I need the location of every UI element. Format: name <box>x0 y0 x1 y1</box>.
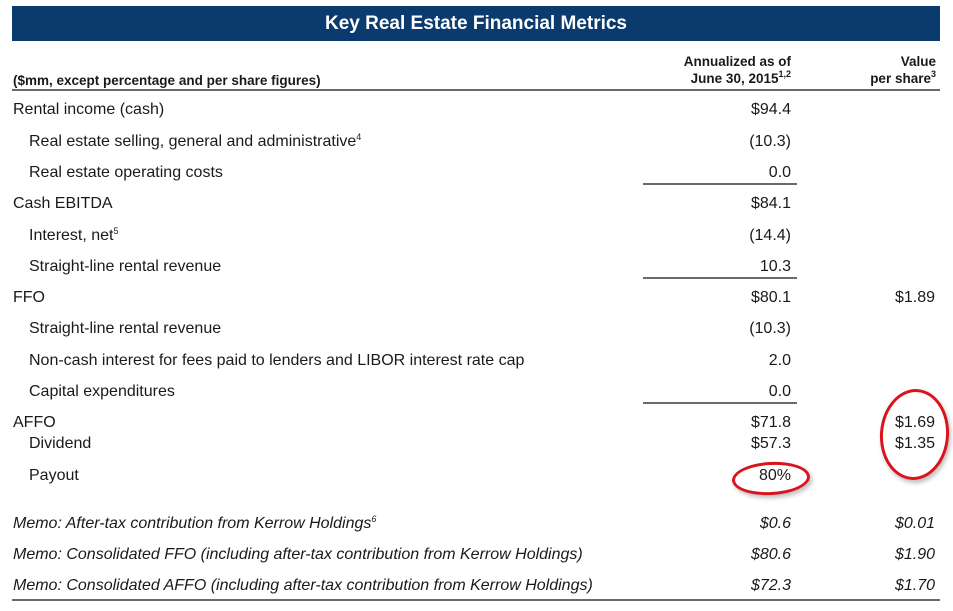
table-row-affo: AFFO $71.8 $1.69 <box>0 412 953 434</box>
row-label: AFFO <box>13 414 56 431</box>
row-value: (14.4) <box>749 227 791 244</box>
subtotal-rule <box>643 277 797 279</box>
table-row-dividend: Dividend $57.3 $1.35 <box>0 433 953 455</box>
row-value: $71.8 <box>750 414 791 431</box>
row-value: $80.6 <box>750 546 791 563</box>
table-title: Key Real Estate Financial Metrics <box>12 6 940 41</box>
subtotal-rule <box>643 183 797 185</box>
table-row-operating-costs: Real estate operating costs 0.0 <box>0 162 953 184</box>
row-label: Memo: Consolidated FFO (including after-… <box>13 546 583 563</box>
table-row-sga: Real estate selling, general and adminis… <box>0 131 953 153</box>
per-share-header-line1: Value <box>900 54 936 69</box>
row-value: 0.0 <box>768 383 791 400</box>
row-value: $80.1 <box>750 289 791 306</box>
row-label: Payout <box>29 467 79 484</box>
table-row-payout: Payout 80% <box>0 465 953 487</box>
row-label: FFO <box>13 289 45 306</box>
row-per-share: $1.89 <box>894 289 935 306</box>
row-value: 2.0 <box>768 352 791 369</box>
row-value: $72.3 <box>750 577 791 594</box>
row-label: Memo: After-tax contribution from Kerrow… <box>13 514 377 533</box>
subtotal-rule <box>643 402 797 404</box>
table-row-memo-consolidated-ffo: Memo: Consolidated FFO (including after-… <box>0 544 953 566</box>
row-value: $57.3 <box>750 435 791 452</box>
table-row-interest-net: Interest, net5 (14.4) <box>0 225 953 247</box>
table-bottom-rule <box>12 599 940 601</box>
row-value: 10.3 <box>759 258 791 275</box>
table-row-ffo: FFO $80.1 $1.89 <box>0 287 953 309</box>
table-row-memo-consolidated-affo: Memo: Consolidated AFFO (including after… <box>0 575 953 597</box>
row-per-share: $1.70 <box>894 577 935 594</box>
row-per-share: $1.35 <box>894 435 935 452</box>
row-value: 80% <box>758 467 791 484</box>
per-share-header-line2: per share3 <box>870 69 936 87</box>
row-per-share: $0.01 <box>894 515 935 532</box>
units-header: ($mm, except percentage and per share fi… <box>13 73 321 88</box>
footnote-ref: 1,2 <box>778 69 791 79</box>
row-label: Dividend <box>29 435 92 452</box>
table-row-non-cash-interest: Non-cash interest for fees paid to lende… <box>0 350 953 372</box>
row-label: Non-cash interest for fees paid to lende… <box>29 352 525 369</box>
row-per-share: $1.69 <box>894 414 935 431</box>
row-label: Rental income (cash) <box>13 101 165 118</box>
row-value: (10.3) <box>749 133 791 150</box>
row-label: Memo: Consolidated AFFO (including after… <box>13 577 593 594</box>
table-row-cash-ebitda: Cash EBITDA $84.1 <box>0 193 953 215</box>
row-label: Straight-line rental revenue <box>29 320 222 337</box>
header-divider <box>12 89 940 91</box>
table-row-straight-line-2: Straight-line rental revenue (10.3) <box>0 318 953 340</box>
row-label: Real estate selling, general and adminis… <box>29 132 362 151</box>
row-label: Interest, net5 <box>29 226 119 245</box>
annualized-header-line2: June 30, 20151,2 <box>690 69 791 87</box>
annualized-column-header: Annualized as of June 30, 20151,2 <box>600 53 791 87</box>
per-share-column-header: Value per share3 <box>840 53 936 87</box>
footnote-ref: 3 <box>930 69 936 79</box>
row-value: $94.4 <box>750 101 791 118</box>
row-label: Capital expenditures <box>29 383 175 400</box>
annualized-header-line1: Annualized as of <box>683 54 791 69</box>
table-row-rental-income: Rental income (cash) $94.4 <box>0 99 953 121</box>
row-value: $0.6 <box>759 515 791 532</box>
row-value: $84.1 <box>750 195 791 212</box>
table-row-straight-line-1: Straight-line rental revenue 10.3 <box>0 256 953 278</box>
row-label: Real estate operating costs <box>29 164 223 181</box>
table-row-memo-kerrow: Memo: After-tax contribution from Kerrow… <box>0 513 953 535</box>
table-row-capex: Capital expenditures 0.0 <box>0 381 953 403</box>
row-label: Straight-line rental revenue <box>29 258 222 275</box>
row-per-share: $1.90 <box>894 546 935 563</box>
row-label: Cash EBITDA <box>13 195 113 212</box>
row-value: 0.0 <box>768 164 791 181</box>
row-value: (10.3) <box>749 320 791 337</box>
